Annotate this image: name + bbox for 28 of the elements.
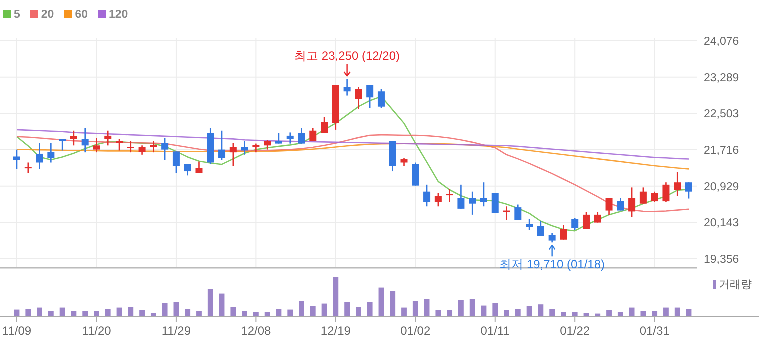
- legend-label: 120: [109, 9, 128, 21]
- x-tick-label: 11/20: [82, 324, 112, 338]
- ytick: 20,143: [704, 218, 740, 230]
- annotation: 최고 23,250 (12/20): [294, 49, 400, 64]
- annotation: 최저 19,710 (01/18): [500, 258, 606, 272]
- legend-label: 5: [14, 9, 21, 21]
- ytick: 21,716: [704, 145, 740, 157]
- x-tick-label: 12/08: [241, 324, 272, 338]
- x-tick-label: 11/29: [162, 324, 192, 338]
- legend-label: 60: [75, 9, 88, 21]
- x-tick-label: 01/22: [560, 324, 590, 338]
- ytick: 20,929: [704, 181, 740, 194]
- ytick: 23,289: [704, 72, 740, 84]
- legend-item: 5: [3, 9, 20, 21]
- x-tick-label: 12/19: [320, 324, 352, 338]
- legend-item: 60: [64, 9, 88, 21]
- x-tick-label: 01/11: [480, 324, 510, 338]
- legend-item: 20: [30, 9, 54, 21]
- x-tick-label: 01/31: [640, 324, 670, 338]
- legend-item: 120: [98, 9, 128, 21]
- ytick: 19,356: [704, 254, 740, 266]
- legend-label: 20: [41, 9, 54, 21]
- ytick: 24,076: [704, 36, 740, 48]
- legend-item: 거래량: [713, 279, 752, 291]
- ytick: 22,503: [704, 108, 740, 121]
- x-tick-label: 01/02: [400, 324, 431, 338]
- x-tick-label: 11/09: [2, 324, 32, 338]
- legend-label: 거래량: [719, 279, 752, 291]
